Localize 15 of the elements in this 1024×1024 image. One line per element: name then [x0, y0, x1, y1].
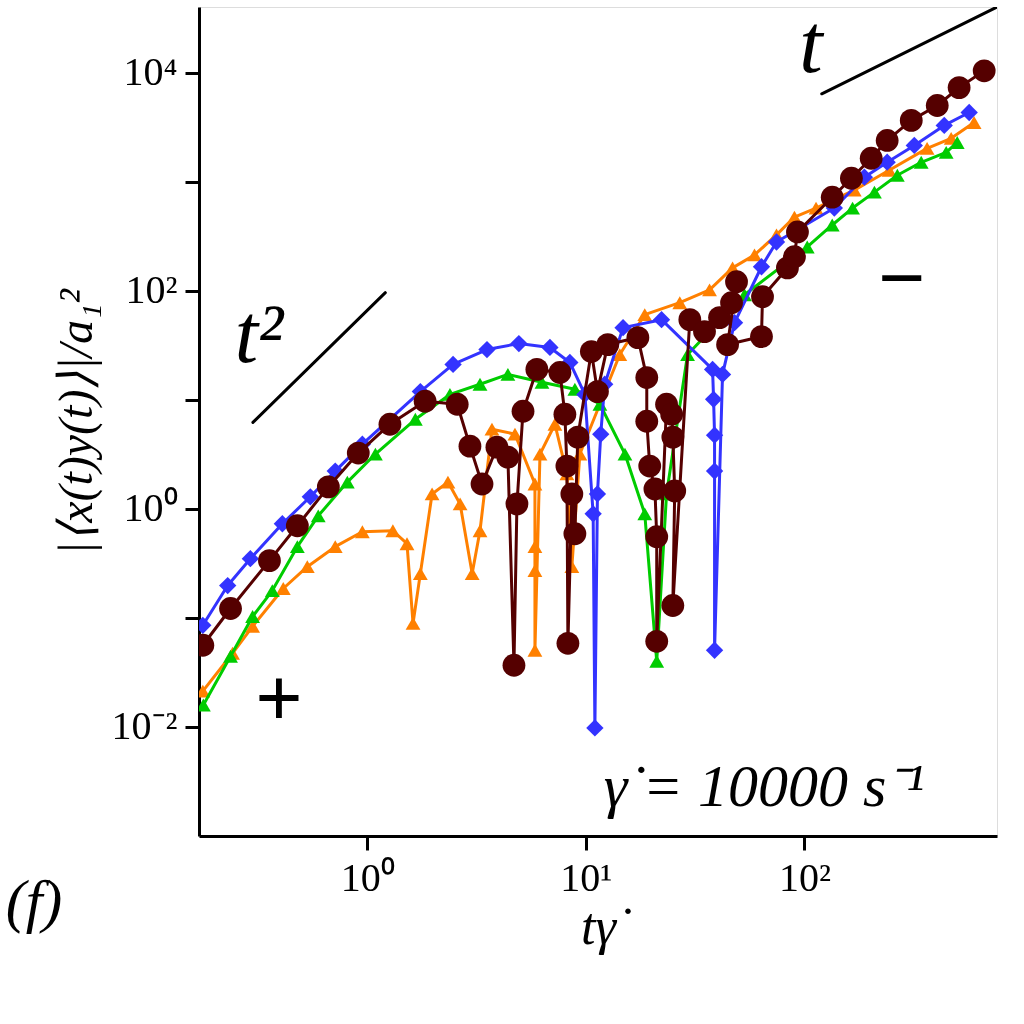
x-tick-label: 10⁰ — [340, 854, 395, 900]
annotation: t — [799, 0, 826, 90]
y-tick-label: 10⁰ — [123, 485, 178, 531]
text: (f) — [5, 868, 63, 934]
y-tick-label: 10⁴ — [123, 49, 178, 95]
annotation: − — [878, 231, 926, 324]
y-tick-label: 10² — [125, 267, 178, 313]
x-tick-label: 10¹ — [560, 854, 613, 900]
annotation: γ̇ = 10000 s⁻¹ — [603, 753, 925, 819]
x-axis-title: tγ̇ — [581, 897, 631, 955]
y-axis-title: |⟨x(t)y(t)⟩|/a₁² — [48, 287, 103, 556]
annotation: t² — [234, 287, 286, 380]
x-tick-label: 10² — [778, 854, 831, 900]
annotation: + — [255, 651, 303, 744]
y-tick-label: 10⁻² — [111, 703, 178, 749]
